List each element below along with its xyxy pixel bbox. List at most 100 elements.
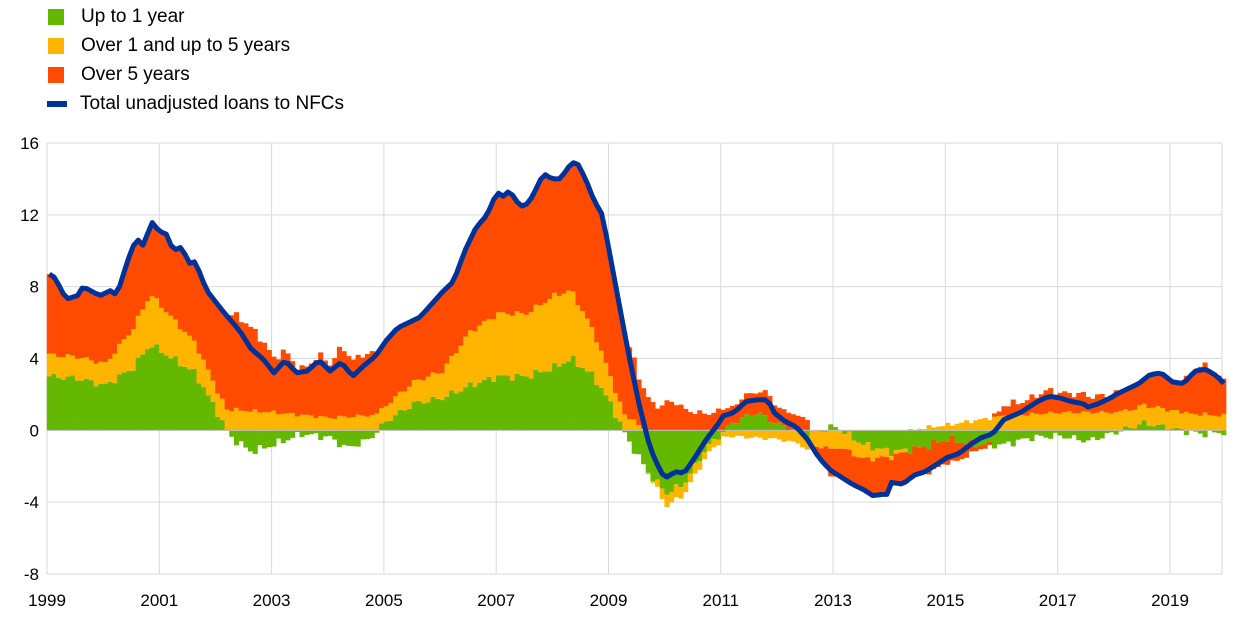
- legend-item-short: Up to 1 year: [47, 2, 344, 31]
- bar-1-to-5-years: [743, 430, 750, 439]
- bar-over-5-years: [187, 263, 193, 336]
- bar-over-5-years: [603, 234, 609, 363]
- bar-1-to-5-years: [257, 412, 263, 431]
- bar-1-to-5-years: [1052, 413, 1058, 431]
- bar-over-5-years: [1216, 375, 1222, 417]
- bar-over-5-years: [514, 202, 520, 312]
- bar-up-to-1-year: [1141, 420, 1147, 431]
- bar-up-to-1-year: [238, 430, 244, 442]
- bar-1-to-5-years: [650, 481, 656, 483]
- bar-1-to-5-years: [444, 363, 450, 397]
- bar-up-to-1-year: [1076, 430, 1082, 441]
- bar-up-to-1-year: [842, 430, 848, 435]
- bar-over-5-years: [149, 222, 155, 297]
- bar-1-to-5-years: [720, 432, 726, 437]
- bar-over-5-years: [1006, 406, 1012, 418]
- bar-over-5-years: [926, 449, 932, 475]
- bar-up-to-1-year: [191, 368, 197, 431]
- bar-1-to-5-years: [56, 356, 62, 378]
- bar-over-5-years: [823, 446, 829, 466]
- bar-over-5-years: [1160, 374, 1166, 409]
- bar-1-to-5-years: [280, 413, 286, 431]
- bar-up-to-1-year: [84, 378, 90, 431]
- bar-up-to-1-year: [1123, 426, 1129, 431]
- bar-over-5-years: [439, 292, 445, 373]
- bar-1-to-5-years: [1118, 410, 1124, 431]
- bar-1-to-5-years: [1010, 414, 1016, 431]
- bar-up-to-1-year: [1118, 430, 1124, 432]
- bar-1-to-5-years: [168, 315, 174, 359]
- bar-up-to-1-year: [168, 358, 174, 431]
- bar-up-to-1-year: [767, 422, 773, 431]
- legend-swatch-line: [47, 100, 67, 107]
- bar-up-to-1-year: [991, 430, 998, 449]
- bar-over-5-years: [575, 164, 581, 306]
- bar-up-to-1-year: [374, 430, 380, 433]
- bar-1-to-5-years: [393, 396, 399, 416]
- bar-over-5-years: [1001, 406, 1007, 416]
- bar-1-to-5-years: [1043, 413, 1049, 431]
- bar-1-to-5-years: [411, 379, 417, 402]
- bar-1-to-5-years: [215, 393, 221, 417]
- bar-over-5-years: [753, 393, 759, 415]
- bar-1-to-5-years: [669, 492, 675, 503]
- bar-1-to-5-years: [1080, 411, 1086, 431]
- bar-1-to-5-years: [439, 372, 445, 401]
- bar-over-5-years: [1118, 391, 1124, 411]
- bar-1-to-5-years: [977, 419, 984, 431]
- bar-over-5-years: [1188, 374, 1194, 414]
- x-tick-label: 2011: [703, 591, 740, 610]
- bar-up-to-1-year: [603, 395, 609, 431]
- bar-1-to-5-years: [725, 430, 731, 437]
- bar-over-5-years: [982, 444, 988, 449]
- bar-over-5-years: [332, 358, 338, 419]
- bar-1-to-5-years: [786, 431, 792, 441]
- bar-over-5-years: [800, 417, 806, 431]
- bar-over-5-years: [70, 297, 76, 356]
- bar-over-5-years: [299, 365, 305, 415]
- bar-over-5-years: [435, 297, 441, 374]
- bar-up-to-1-year: [135, 357, 141, 431]
- bar-over-5-years: [692, 414, 698, 431]
- bar-over-5-years: [140, 245, 146, 310]
- bar-up-to-1-year: [140, 354, 146, 431]
- bar-over-5-years: [271, 356, 277, 411]
- bar-1-to-5-years: [781, 430, 787, 442]
- bar-up-to-1-year: [664, 430, 670, 495]
- bar-1-to-5-years: [1202, 412, 1208, 431]
- bar-up-to-1-year: [472, 386, 478, 431]
- bar-up-to-1-year: [126, 370, 132, 431]
- bar-1-to-5-years: [182, 331, 188, 367]
- bar-over-5-years: [879, 456, 885, 495]
- bar-over-5-years: [524, 204, 530, 315]
- bar-over-5-years: [496, 193, 502, 313]
- bar-up-to-1-year: [102, 383, 109, 431]
- bar-1-to-5-years: [79, 358, 85, 381]
- bar-1-to-5-years: [243, 411, 249, 431]
- bar-up-to-1-year: [884, 430, 890, 448]
- bar-up-to-1-year: [187, 369, 193, 431]
- bar-1-to-5-years: [1029, 412, 1035, 431]
- bar-up-to-1-year: [552, 363, 558, 431]
- bar-over-5-years: [561, 173, 567, 294]
- bar-over-5-years: [1151, 374, 1157, 408]
- bar-over-5-years: [290, 361, 296, 413]
- bar-1-to-5-years: [135, 315, 141, 358]
- bar-1-to-5-years: [346, 417, 352, 431]
- bar-up-to-1-year: [271, 430, 277, 447]
- bar-up-to-1-year: [369, 430, 375, 439]
- bar-1-to-5-years: [84, 357, 90, 379]
- bar-over-5-years: [856, 457, 862, 488]
- bar-up-to-1-year: [804, 430, 810, 438]
- bar-up-to-1-year: [1211, 430, 1217, 433]
- bar-over-5-years: [1137, 382, 1143, 406]
- bar-1-to-5-years: [879, 448, 885, 457]
- bar-over-5-years: [145, 233, 151, 302]
- bar-up-to-1-year: [758, 412, 764, 431]
- bar-over-5-years: [425, 307, 431, 377]
- bar-up-to-1-year: [1043, 430, 1049, 438]
- bar-over-5-years: [758, 392, 764, 413]
- bar-1-to-5-years: [884, 447, 890, 457]
- bar-over-5-years: [1052, 394, 1058, 414]
- bar-1-to-5-years: [51, 353, 57, 375]
